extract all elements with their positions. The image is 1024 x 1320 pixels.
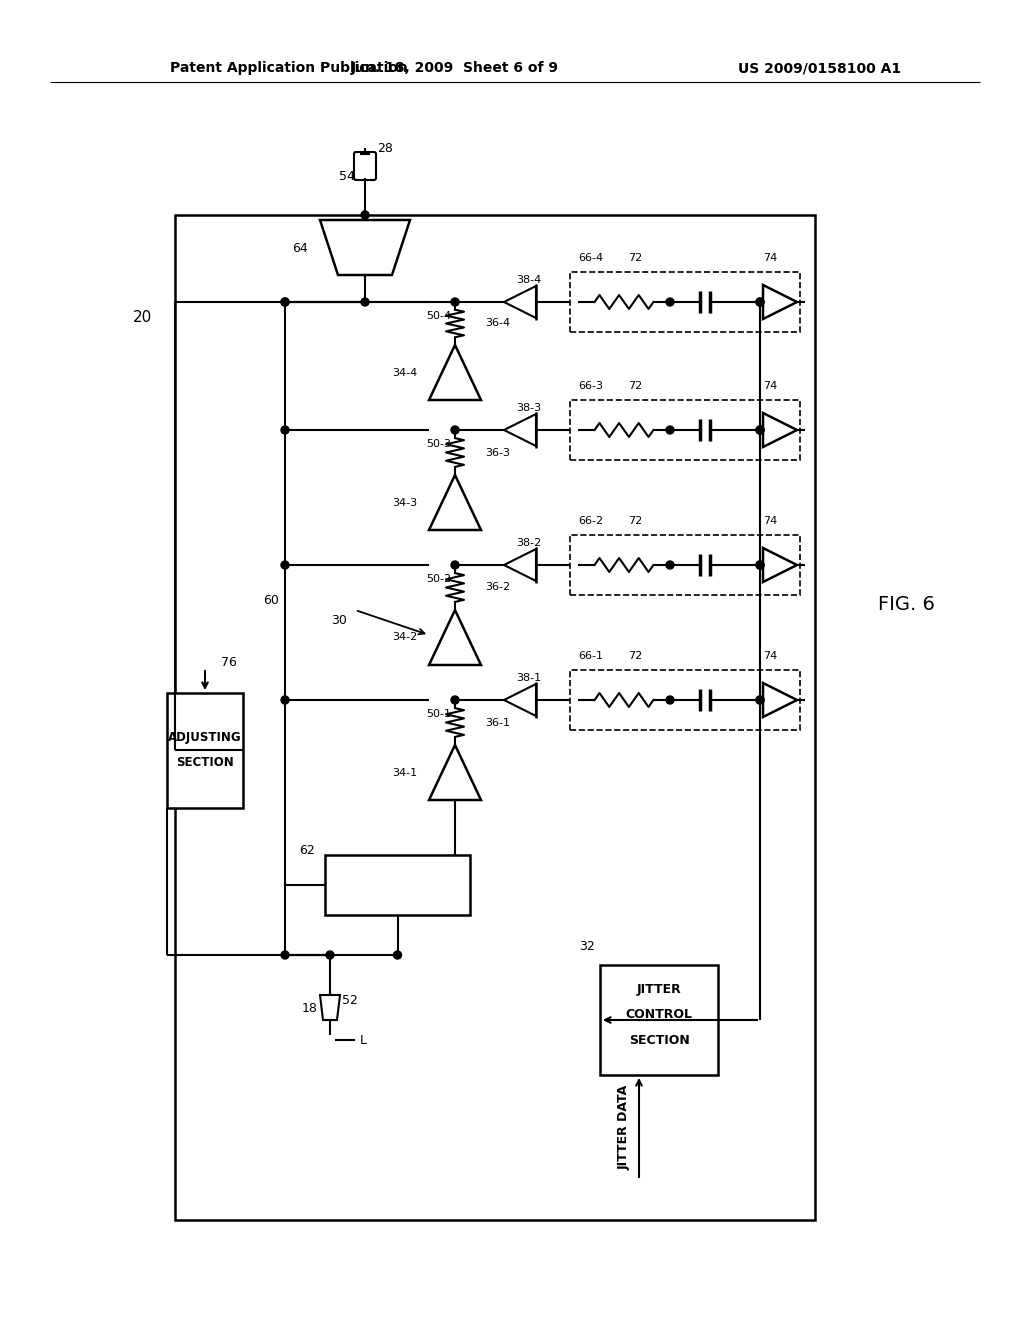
Text: ADJUSTING: ADJUSTING	[168, 731, 242, 744]
Polygon shape	[319, 995, 340, 1020]
Text: 74: 74	[763, 516, 777, 525]
Text: 72: 72	[628, 651, 642, 661]
Text: 74: 74	[763, 381, 777, 391]
Bar	[570, 535, 800, 595]
Circle shape	[281, 561, 289, 569]
FancyBboxPatch shape	[354, 152, 376, 180]
Circle shape	[281, 298, 289, 306]
Bar	[600, 965, 718, 1074]
Circle shape	[666, 298, 674, 306]
Text: 76: 76	[221, 656, 237, 669]
Text: 36-1: 36-1	[485, 718, 510, 727]
Text: 38-2: 38-2	[516, 539, 542, 548]
Text: Patent Application Publication: Patent Application Publication	[170, 61, 408, 75]
Polygon shape	[504, 414, 536, 446]
Text: 74: 74	[763, 651, 777, 661]
Text: 50-2: 50-2	[426, 574, 451, 583]
Text: 38-3: 38-3	[516, 403, 541, 413]
Bar	[570, 400, 800, 459]
Circle shape	[666, 696, 674, 704]
Text: 66-3: 66-3	[578, 381, 603, 391]
Polygon shape	[504, 286, 536, 318]
Polygon shape	[763, 548, 797, 582]
Circle shape	[666, 426, 674, 434]
Bar	[325, 855, 470, 915]
Bar	[570, 671, 800, 730]
Polygon shape	[763, 682, 797, 717]
Polygon shape	[429, 744, 481, 800]
Text: 34-2: 34-2	[392, 632, 417, 643]
Text: 60: 60	[263, 594, 279, 606]
Text: 50-4: 50-4	[426, 312, 451, 321]
Text: 66-4: 66-4	[578, 253, 603, 263]
Circle shape	[756, 298, 764, 306]
Circle shape	[393, 950, 401, 960]
Circle shape	[756, 561, 764, 569]
Text: CONTROL: CONTROL	[626, 1008, 692, 1022]
Bar	[175, 215, 815, 1220]
Text: 36-2: 36-2	[485, 582, 510, 593]
Circle shape	[756, 298, 764, 306]
Text: 34-4: 34-4	[392, 367, 417, 378]
Text: 74: 74	[763, 253, 777, 263]
Text: 34-3: 34-3	[392, 498, 417, 507]
Circle shape	[281, 426, 289, 434]
Polygon shape	[429, 610, 481, 665]
Polygon shape	[763, 413, 797, 447]
Text: 66-2: 66-2	[578, 516, 603, 525]
Polygon shape	[504, 549, 536, 581]
Text: 72: 72	[628, 253, 642, 263]
Text: Jun. 18, 2009  Sheet 6 of 9: Jun. 18, 2009 Sheet 6 of 9	[351, 61, 559, 75]
Text: 20: 20	[133, 310, 153, 326]
Text: JITTER DATA: JITTER DATA	[617, 1084, 631, 1170]
Text: 50-3: 50-3	[426, 440, 451, 449]
Text: 36-4: 36-4	[485, 318, 510, 329]
Polygon shape	[504, 684, 536, 715]
Text: 38-1: 38-1	[516, 673, 541, 682]
Circle shape	[361, 211, 369, 219]
Text: JITTER: JITTER	[637, 983, 681, 997]
Polygon shape	[763, 285, 797, 319]
Text: 62: 62	[299, 843, 315, 857]
Text: US 2009/0158100 A1: US 2009/0158100 A1	[738, 61, 901, 75]
Circle shape	[361, 298, 369, 306]
Text: 54: 54	[339, 170, 355, 183]
Text: 52: 52	[342, 994, 357, 1006]
Text: SECTION: SECTION	[629, 1034, 689, 1047]
Text: 50-1: 50-1	[426, 709, 451, 719]
Polygon shape	[319, 220, 410, 275]
Circle shape	[451, 298, 459, 306]
Text: 72: 72	[628, 516, 642, 525]
Text: 72: 72	[628, 381, 642, 391]
Circle shape	[756, 426, 764, 434]
Text: 30: 30	[331, 614, 347, 627]
Circle shape	[756, 426, 764, 434]
Text: FIG. 6: FIG. 6	[878, 595, 935, 615]
Bar	[167, 693, 243, 808]
Circle shape	[281, 298, 289, 306]
Text: 32: 32	[580, 940, 595, 953]
Text: 38-4: 38-4	[516, 275, 542, 285]
Circle shape	[756, 696, 764, 704]
Circle shape	[281, 696, 289, 704]
Circle shape	[666, 561, 674, 569]
Polygon shape	[429, 475, 481, 531]
Polygon shape	[429, 345, 481, 400]
Circle shape	[451, 561, 459, 569]
Bar	[570, 272, 800, 333]
Circle shape	[451, 696, 459, 704]
Text: SECTION: SECTION	[176, 756, 233, 770]
Text: 66-1: 66-1	[578, 651, 603, 661]
Text: 64: 64	[292, 242, 308, 255]
Circle shape	[281, 950, 289, 960]
Text: 34-1: 34-1	[392, 767, 417, 777]
Circle shape	[326, 950, 334, 960]
Text: 18: 18	[302, 1002, 318, 1015]
Circle shape	[756, 696, 764, 704]
Circle shape	[756, 561, 764, 569]
Text: L: L	[360, 1034, 367, 1047]
Text: 36-3: 36-3	[485, 447, 510, 458]
Text: 28: 28	[377, 141, 393, 154]
Circle shape	[451, 426, 459, 434]
